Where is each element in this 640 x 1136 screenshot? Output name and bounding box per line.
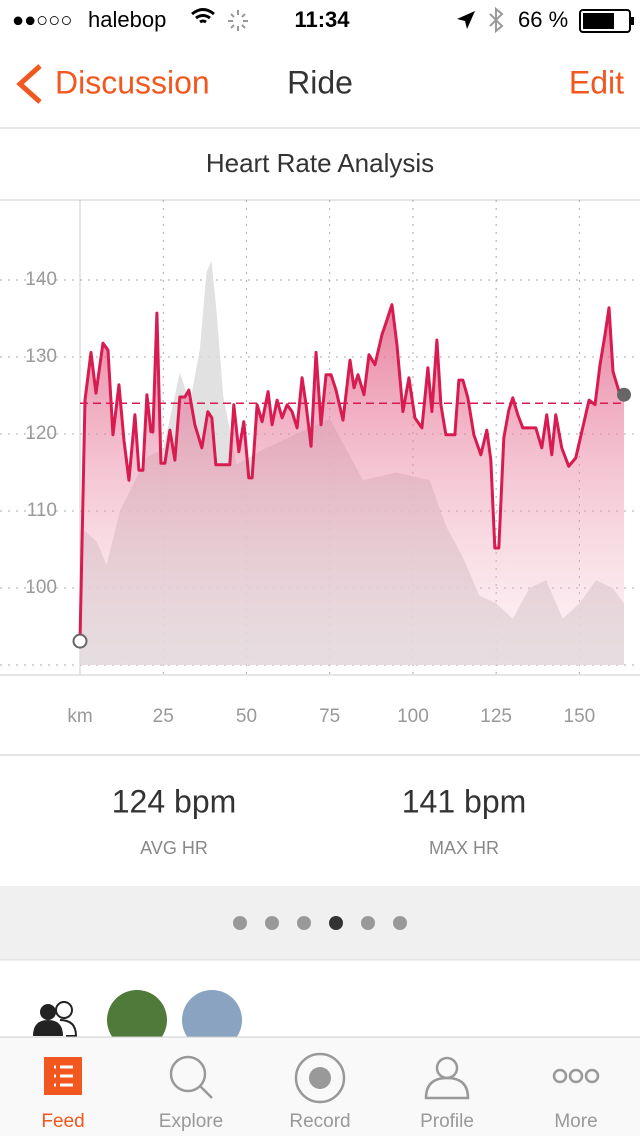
battery-icon [579,9,631,33]
profile-icon[interactable] [424,1056,470,1100]
chart-title: Heart Rate Analysis [206,148,434,178]
tab-label[interactable]: More [554,1111,597,1132]
x-tick-label: km [67,706,92,727]
wifi-icon [191,8,215,24]
page-dot[interactable] [393,916,407,930]
signal: ●●○○○ [12,9,72,31]
page-dot[interactable] [297,916,311,930]
feed-icon[interactable] [44,1057,82,1095]
x-tick-label: 125 [480,706,512,727]
x-tick-label: 50 [236,706,257,727]
explore-icon[interactable] [169,1055,213,1099]
bluetooth-icon [489,6,504,34]
back-arrow[interactable] [16,64,42,104]
end-marker [617,387,632,402]
x-tick-label: 150 [564,706,596,727]
back-button[interactable]: Discussion [55,64,210,100]
avatar[interactable] [107,990,167,1050]
battery-tip [631,17,634,25]
battery-level [583,13,614,29]
page-dot[interactable] [329,916,343,930]
time: 11:34 [294,7,350,32]
page-dot[interactable] [265,916,279,930]
pager-band [0,886,640,960]
tab-label[interactable]: Profile [420,1111,474,1132]
stat-label: AVG HR [140,838,208,858]
location-icon [457,11,475,29]
carrier: halebop [88,7,166,32]
x-tick-label: 75 [319,706,340,727]
tab-label[interactable]: Record [289,1111,350,1132]
page-dot[interactable] [361,916,375,930]
tab-label[interactable]: Feed [41,1111,84,1132]
more-icon[interactable] [552,1068,600,1084]
avatar[interactable] [182,990,242,1050]
stat-value: 141 bpm [402,783,527,819]
tab-label[interactable]: Explore [159,1111,223,1132]
people-icon [33,1001,78,1037]
start-marker [72,633,88,649]
hr-area [80,304,625,665]
edit-button[interactable]: Edit [569,64,624,100]
stat-value: 124 bpm [112,783,237,819]
x-tick-label: 25 [153,706,174,727]
page-dot[interactable] [233,916,247,930]
page-dots [233,916,407,930]
nav-title: Ride [287,64,353,100]
record-icon[interactable] [294,1052,346,1104]
battery-text: 66 % [518,7,568,32]
spinner [228,10,248,31]
stat-label: MAX HR [429,838,499,858]
x-tick-label: 100 [397,706,429,727]
hr-line [78,303,625,642]
